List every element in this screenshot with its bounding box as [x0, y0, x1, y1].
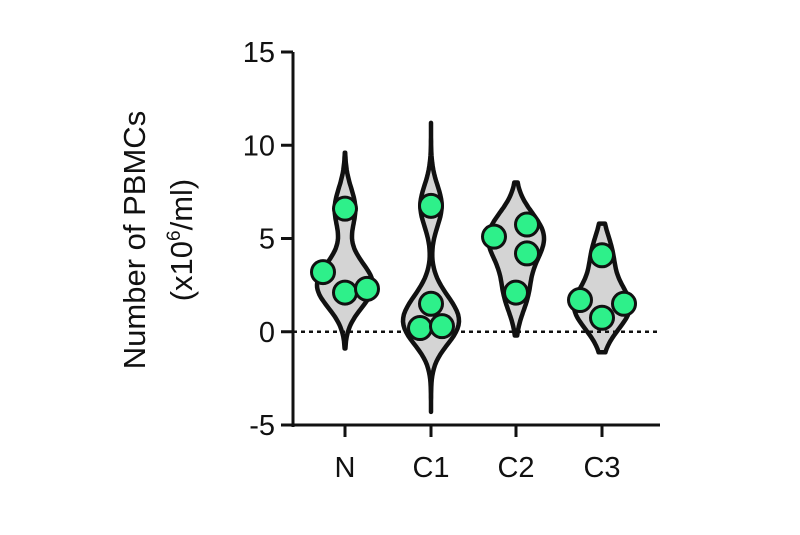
x-tick-label-c1: C1	[412, 452, 449, 484]
x-tick-label-n: N	[335, 452, 356, 484]
y-axis-label-line1: Number of PBMCs	[117, 111, 152, 369]
y-tick-label: 10	[243, 130, 275, 162]
data-point-c3	[589, 242, 615, 269]
data-point-n	[332, 279, 358, 306]
data-point-n	[310, 259, 336, 286]
data-point-n	[332, 195, 358, 222]
y-tick-label: -5	[249, 410, 275, 442]
data-point-c1	[429, 313, 455, 340]
data-point-c1	[418, 290, 444, 317]
data-point-c3	[589, 304, 615, 331]
y-axis-label-line2: (x106/ml)	[164, 179, 199, 302]
data-point-c2	[514, 211, 540, 238]
data-point-c1	[418, 192, 444, 219]
x-tick-label-c2: C2	[497, 452, 534, 484]
data-point-c3	[611, 290, 637, 317]
data-point-c2	[481, 223, 507, 250]
data-point-c2	[503, 279, 529, 306]
x-tick-label-c3: C3	[583, 452, 620, 484]
data-point-c3	[567, 287, 593, 314]
y-tick-label: 15	[243, 37, 275, 69]
data-point-n	[354, 275, 380, 302]
violin-c1	[400, 120, 462, 415]
y-tick-label: 5	[259, 224, 275, 256]
y-tick-label: 0	[259, 317, 275, 349]
data-point-c1	[407, 315, 433, 342]
violin-n	[314, 150, 376, 351]
y-axis-label: Number of PBMCs (x106/ml)	[117, 111, 199, 369]
data-point-c2	[514, 240, 540, 267]
